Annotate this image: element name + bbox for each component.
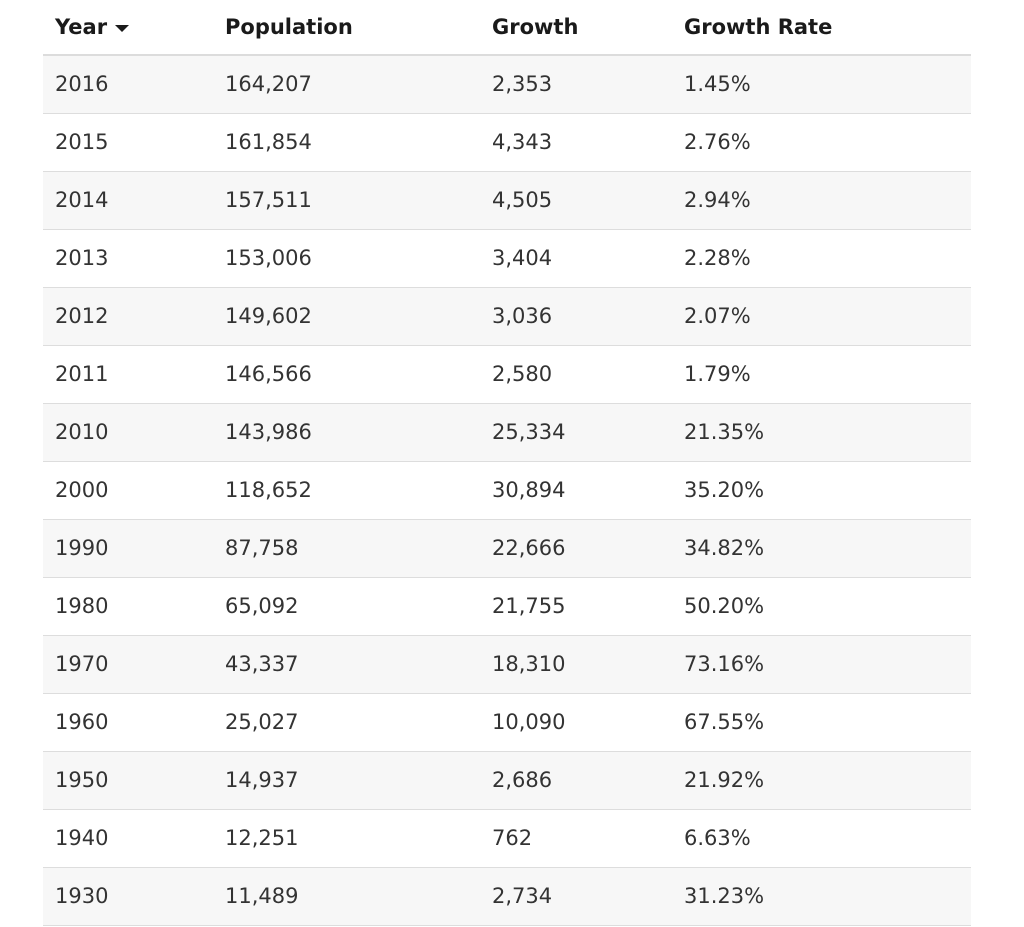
cell-growth: 2,686: [480, 751, 672, 810]
table-row: 1970 43,337 18,310 73.16%: [43, 635, 971, 694]
cell-year: 2012: [43, 287, 213, 346]
cell-population: 143,986: [213, 403, 480, 462]
cell-population: 157,511: [213, 171, 480, 230]
cell-year: 2014: [43, 171, 213, 230]
cell-growth: 22,666: [480, 519, 672, 578]
caret-down-icon: [115, 24, 130, 32]
cell-growth-rate: 2.94%: [672, 171, 971, 230]
cell-growth-rate: 21.35%: [672, 403, 971, 462]
cell-growth: 10,090: [480, 693, 672, 752]
cell-population: 11,489: [213, 867, 480, 926]
cell-population: 14,937: [213, 751, 480, 810]
table-row: 1980 65,092 21,755 50.20%: [43, 577, 971, 636]
table-row: 2010 143,986 25,334 21.35%: [43, 403, 971, 462]
cell-growth-rate: 2.07%: [672, 287, 971, 346]
cell-growth: 3,036: [480, 287, 672, 346]
table-row: 1950 14,937 2,686 21.92%: [43, 751, 971, 810]
cell-growth-rate: 21.92%: [672, 751, 971, 810]
cell-growth: 762: [480, 809, 672, 868]
cell-growth: 30,894: [480, 461, 672, 520]
table-row: 2011 146,566 2,580 1.79%: [43, 345, 971, 404]
cell-growth: 3,404: [480, 229, 672, 288]
cell-year: 1960: [43, 693, 213, 752]
cell-growth-rate: 2.28%: [672, 229, 971, 288]
cell-year: 1980: [43, 577, 213, 636]
cell-population: 65,092: [213, 577, 480, 636]
table-body: 2016 164,207 2,353 1.45% 2015 161,854 4,343 2.7…: [43, 55, 971, 926]
cell-year: 2016: [43, 55, 213, 114]
table-row: 2000 118,652 30,894 35.20%: [43, 461, 971, 520]
cell-growth-rate: 1.79%: [672, 345, 971, 404]
cell-year: 1990: [43, 519, 213, 578]
cell-year: 1940: [43, 809, 213, 868]
table-row: 2013 153,006 3,404 2.28%: [43, 229, 971, 288]
cell-year: 1970: [43, 635, 213, 694]
cell-population: 146,566: [213, 345, 480, 404]
table-row: 2015 161,854 4,343 2.76%: [43, 113, 971, 172]
population-table-container: Year Population Growth Growth Rate 2016 1…: [43, 0, 971, 926]
cell-population: 149,602: [213, 287, 480, 346]
cell-year: 2011: [43, 345, 213, 404]
cell-growth: 2,734: [480, 867, 672, 926]
cell-population: 118,652: [213, 461, 480, 520]
cell-year: 1930: [43, 867, 213, 926]
table-row: 1960 25,027 10,090 67.55%: [43, 693, 971, 752]
cell-population: 153,006: [213, 229, 480, 288]
cell-growth-rate: 31.23%: [672, 867, 971, 926]
table-row: 2014 157,511 4,505 2.94%: [43, 171, 971, 230]
table-row: 2012 149,602 3,036 2.07%: [43, 287, 971, 346]
cell-growth: 21,755: [480, 577, 672, 636]
cell-population: 161,854: [213, 113, 480, 172]
cell-growth-rate: 2.76%: [672, 113, 971, 172]
cell-growth-rate: 6.63%: [672, 809, 971, 868]
cell-year: 2010: [43, 403, 213, 462]
table-row: 1930 11,489 2,734 31.23%: [43, 867, 971, 926]
cell-population: 25,027: [213, 693, 480, 752]
header-growth-rate[interactable]: Growth Rate: [672, 0, 971, 56]
header-row: Year Population Growth Growth Rate: [43, 0, 971, 56]
cell-growth-rate: 1.45%: [672, 55, 971, 114]
cell-year: 2000: [43, 461, 213, 520]
cell-growth: 4,343: [480, 113, 672, 172]
table-row: 1940 12,251 762 6.63%: [43, 809, 971, 868]
cell-growth-rate: 50.20%: [672, 577, 971, 636]
header-growth[interactable]: Growth: [480, 0, 672, 56]
cell-growth: 25,334: [480, 403, 672, 462]
table-header: Year Population Growth Growth Rate: [43, 0, 971, 56]
cell-growth-rate: 67.55%: [672, 693, 971, 752]
cell-growth: 2,353: [480, 55, 672, 114]
year-sort-button[interactable]: Year: [55, 15, 130, 39]
cell-growth: 4,505: [480, 171, 672, 230]
header-year[interactable]: Year: [43, 0, 213, 56]
population-table: Year Population Growth Growth Rate 2016 1…: [43, 0, 971, 926]
cell-growth: 2,580: [480, 345, 672, 404]
cell-population: 87,758: [213, 519, 480, 578]
header-year-label: Year: [55, 15, 108, 39]
cell-year: 2013: [43, 229, 213, 288]
cell-growth-rate: 35.20%: [672, 461, 971, 520]
header-population[interactable]: Population: [213, 0, 480, 56]
cell-year: 1950: [43, 751, 213, 810]
cell-growth-rate: 34.82%: [672, 519, 971, 578]
cell-population: 12,251: [213, 809, 480, 868]
table-row: 2016 164,207 2,353 1.45%: [43, 55, 971, 114]
cell-population: 164,207: [213, 55, 480, 114]
table-row: 1990 87,758 22,666 34.82%: [43, 519, 971, 578]
cell-growth-rate: 73.16%: [672, 635, 971, 694]
cell-population: 43,337: [213, 635, 480, 694]
cell-year: 2015: [43, 113, 213, 172]
cell-growth: 18,310: [480, 635, 672, 694]
